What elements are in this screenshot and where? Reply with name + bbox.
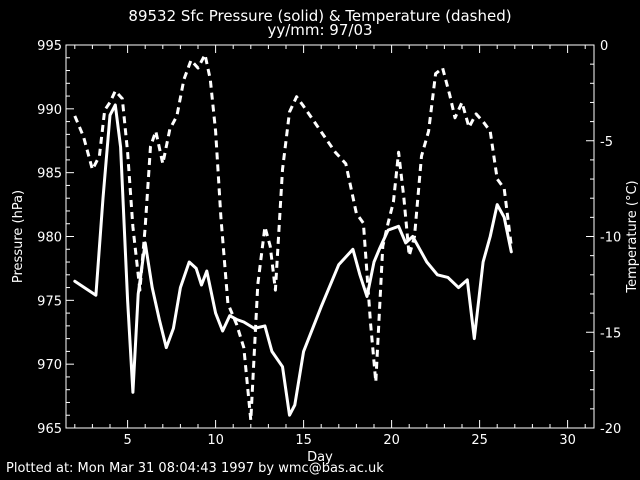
y-right-tick-label: 0 (600, 39, 608, 54)
series-layer (73, 53, 513, 422)
x-axis-label: Day (307, 450, 333, 465)
y-right-tick-label: -20 (600, 422, 621, 437)
y-left-tick-label: 995 (37, 39, 62, 54)
y-left-tick-label: 970 (37, 358, 62, 373)
series-line-temperature (73, 53, 513, 422)
y-right-tick-label: -10 (600, 231, 621, 246)
x-tick-label: 10 (207, 433, 224, 448)
series-line-pressure (73, 103, 513, 417)
y-right-tick-label: -5 (600, 135, 613, 150)
x-tick-label: 15 (295, 433, 312, 448)
y-right-tick-label: -15 (600, 326, 621, 341)
x-tick-label: 20 (383, 433, 400, 448)
x-tick-label: 25 (471, 433, 488, 448)
y-left-tick-label: 985 (37, 167, 62, 182)
y-left-tick-label: 965 (37, 422, 62, 437)
plot-footer: Plotted at: Mon Mar 31 08:04:43 1997 by … (6, 461, 384, 476)
y-right-axis-label: Temperature (°C) (625, 180, 640, 293)
chart-subtitle: yy/mm: 97/03 (267, 21, 373, 39)
x-tick-label: 5 (123, 433, 131, 448)
y-left-tick-label: 980 (37, 231, 62, 246)
ticks-layer: 5 10 15 20 25 30 965 970 975 980 985 990 995 -20 -15 -1… (11, 39, 640, 448)
y-left-tick-label: 975 (37, 294, 62, 309)
chart-title: 89532 Sfc Pressure (solid) & Temperature… (128, 7, 512, 25)
x-tick-label: 30 (559, 433, 576, 448)
y-left-tick-label: 990 (37, 103, 62, 118)
y-left-axis-label: Pressure (hPa) (11, 190, 26, 283)
